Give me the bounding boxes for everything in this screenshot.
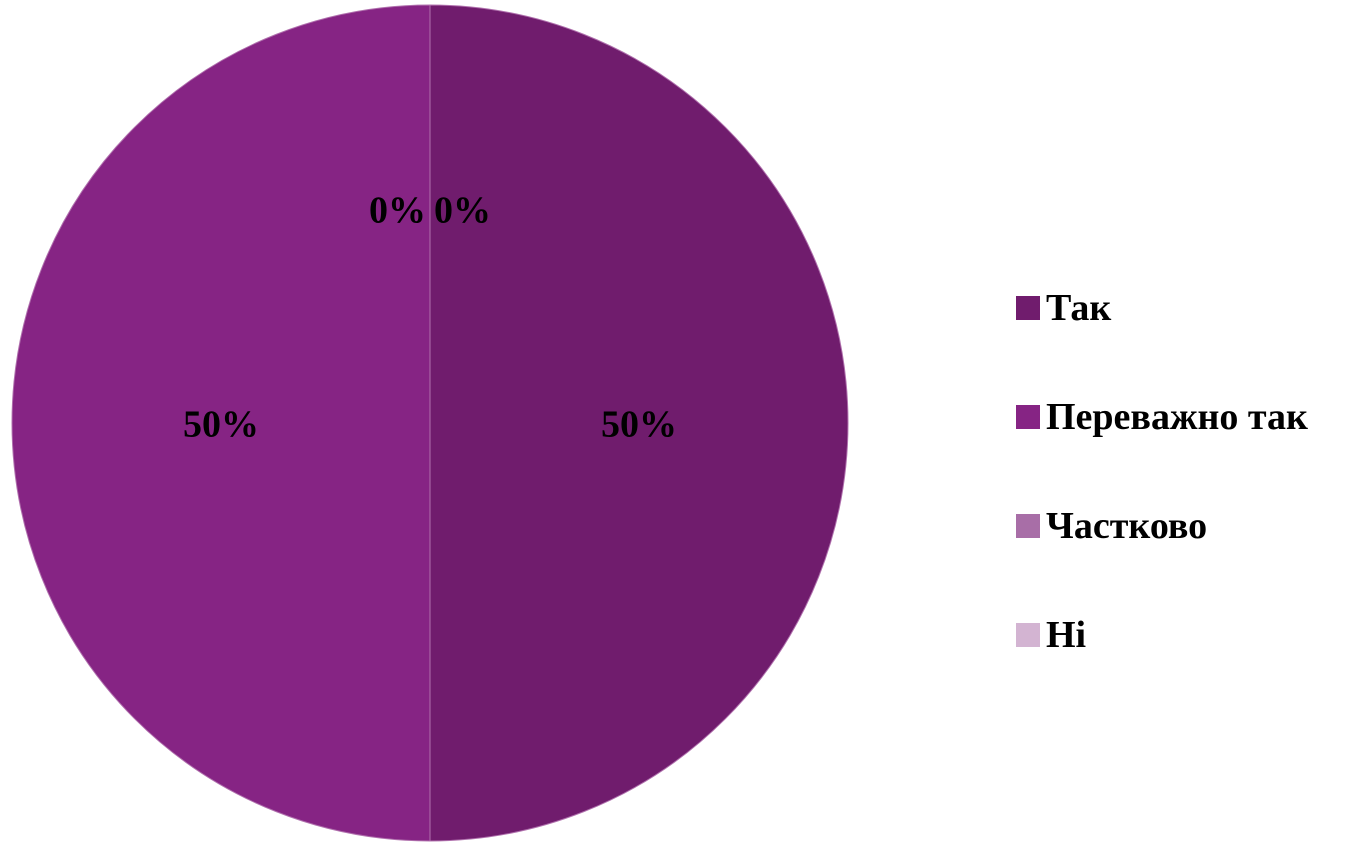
- legend-label-perevazhno-tak: Переважно так: [1046, 396, 1308, 438]
- chart-legend: Так Переважно так Частково Ні: [1016, 287, 1308, 724]
- legend-swatch-chastkovo: [1016, 514, 1040, 538]
- pie-slice-tak: [429, 4, 849, 842]
- legend-item-chastkovo: Частково: [1016, 505, 1308, 547]
- legend-label-chastkovo: Частково: [1046, 505, 1208, 547]
- data-label-chastkovo: 0%: [369, 189, 426, 231]
- legend-label-ni: Ні: [1046, 614, 1087, 656]
- legend-item-perevazhno-tak: Переважно так: [1016, 396, 1308, 438]
- legend-item-ni: Ні: [1016, 614, 1308, 656]
- legend-swatch-tak: [1016, 296, 1040, 320]
- data-label-tak: 50%: [601, 403, 677, 445]
- legend-swatch-perevazhno-tak: [1016, 405, 1040, 429]
- legend-item-tak: Так: [1016, 287, 1308, 329]
- legend-label-tak: Так: [1046, 287, 1112, 329]
- legend-swatch-ni: [1016, 623, 1040, 647]
- data-label-perevazhno-tak: 50%: [183, 403, 259, 445]
- pie-slice-perevazhno-tak: [11, 4, 431, 842]
- data-label-ni: 0%: [434, 189, 491, 231]
